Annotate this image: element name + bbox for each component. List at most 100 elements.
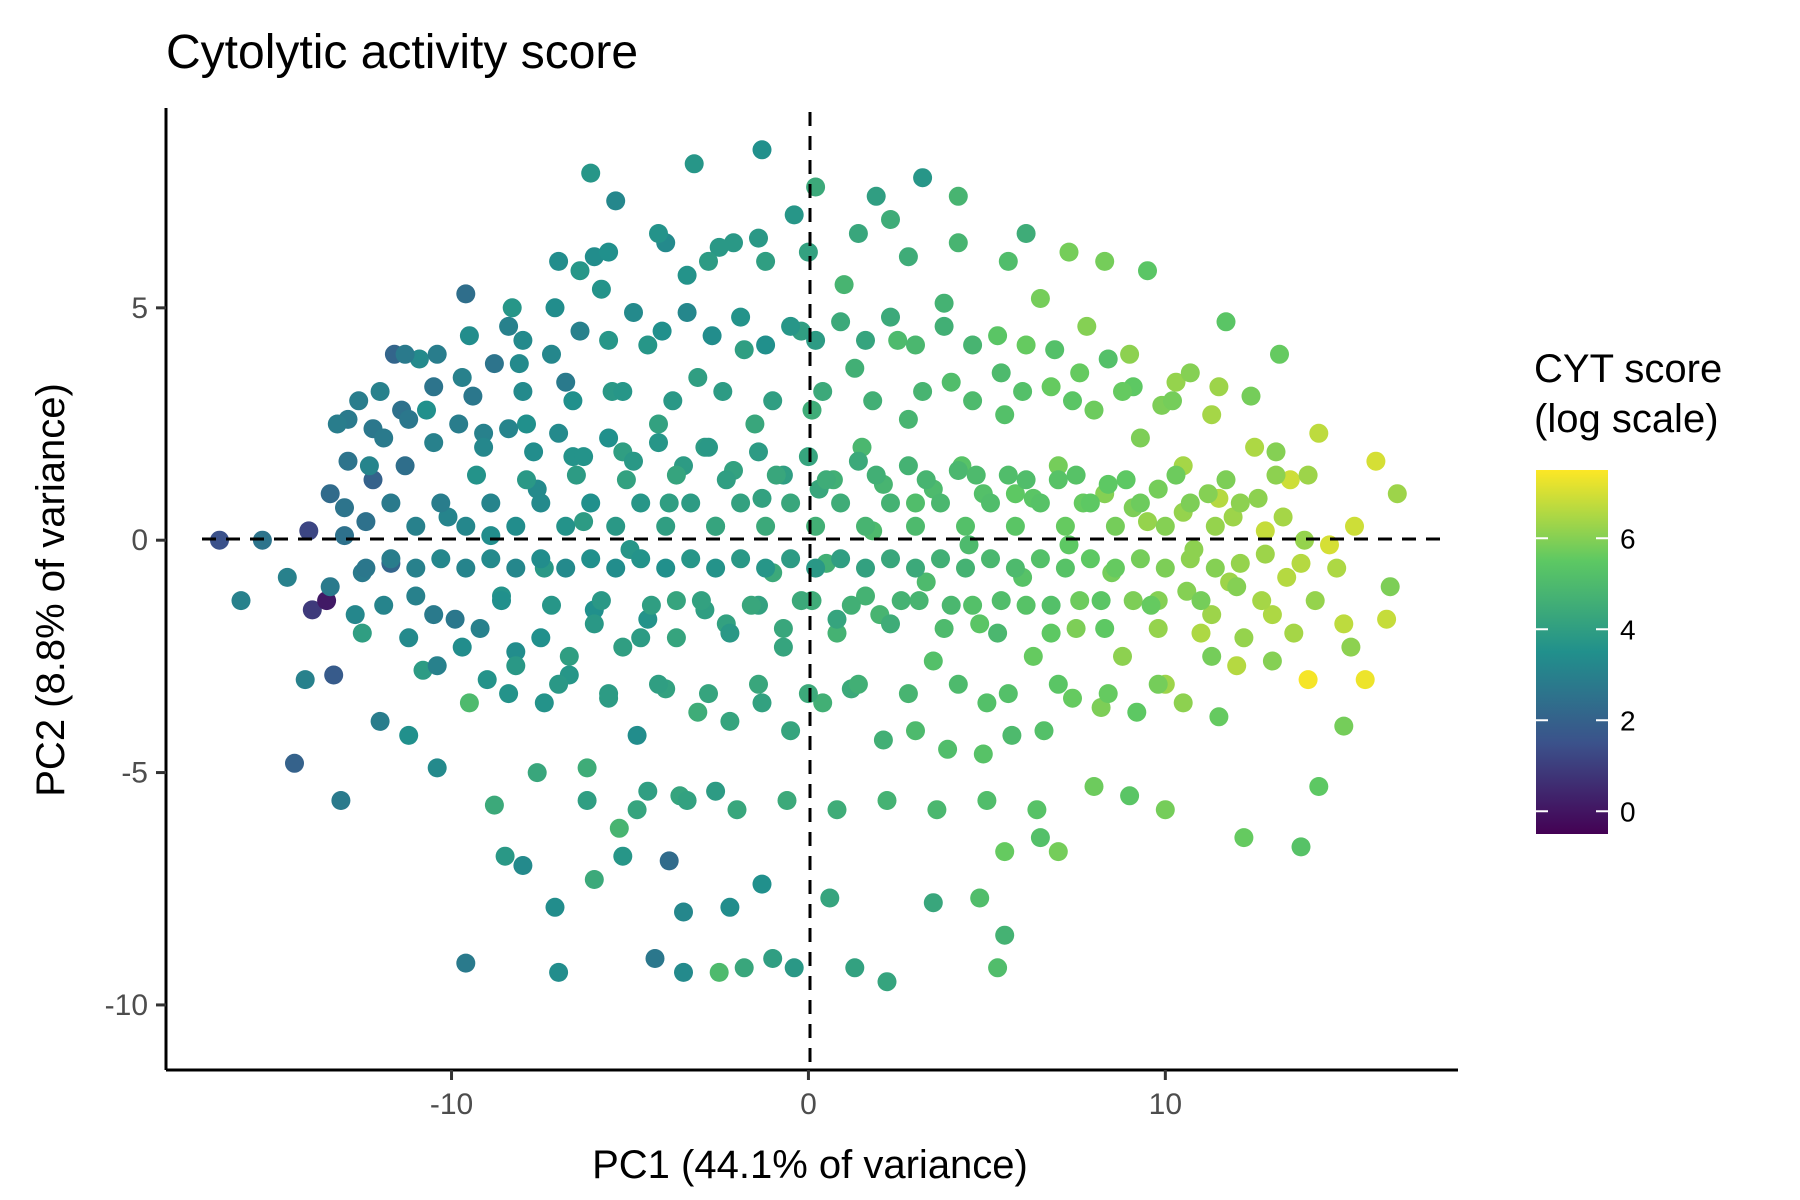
data-point: [652, 321, 672, 341]
y-tick-label: 0: [131, 524, 148, 557]
data-point: [659, 493, 679, 513]
data-point: [1166, 465, 1186, 485]
data-point: [1166, 372, 1186, 392]
data-point: [1138, 512, 1157, 532]
data-point: [549, 674, 569, 694]
y-tick-label: -10: [105, 989, 148, 1022]
data-point: [1234, 828, 1254, 848]
data-point: [1127, 702, 1147, 722]
data-point: [1334, 614, 1354, 634]
data-point: [1255, 544, 1275, 564]
data-point: [1334, 716, 1354, 736]
data-point: [509, 354, 529, 374]
data-point: [749, 674, 768, 694]
data-point: [745, 414, 765, 434]
data-point: [545, 298, 565, 318]
data-point: [359, 456, 379, 476]
data-point: [559, 646, 579, 666]
data-point: [773, 619, 793, 638]
data-point: [802, 400, 822, 420]
data-point: [459, 326, 479, 346]
data-point: [542, 595, 561, 615]
data-point: [677, 303, 697, 322]
data-point: [1066, 619, 1086, 638]
data-point: [463, 386, 483, 406]
data-point: [649, 224, 668, 243]
data-point: [988, 623, 1008, 643]
data-point: [1163, 391, 1182, 411]
data-point: [677, 791, 697, 810]
data-point: [1077, 316, 1097, 336]
data-point: [756, 251, 776, 271]
data-point: [1105, 558, 1125, 578]
data-point: [991, 363, 1011, 383]
data-point: [784, 958, 804, 978]
data-point: [327, 414, 347, 434]
data-point: [1030, 493, 1050, 513]
data-point: [1027, 800, 1047, 820]
data-point: [1063, 688, 1082, 708]
data-point: [1202, 605, 1222, 625]
data-point: [431, 549, 451, 569]
data-point: [1130, 549, 1150, 569]
data-point: [1048, 842, 1068, 862]
data-point: [741, 595, 761, 615]
data-point: [856, 330, 875, 350]
data-point: [513, 382, 533, 401]
data-point: [1380, 577, 1400, 597]
data-point: [1273, 507, 1293, 527]
data-point: [1098, 349, 1118, 369]
data-point: [909, 591, 929, 611]
data-point: [1030, 549, 1050, 569]
data-point: [931, 493, 950, 513]
data-point: [1016, 335, 1036, 355]
data-point: [606, 191, 626, 211]
data-point: [1070, 591, 1090, 611]
data-point: [1034, 721, 1054, 741]
data-point: [1155, 800, 1175, 820]
data-point: [517, 414, 536, 434]
data-point: [756, 558, 776, 578]
data-point: [1048, 456, 1068, 476]
data-point: [906, 721, 925, 741]
data-point: [570, 261, 590, 281]
data-point: [834, 275, 854, 295]
data-point: [749, 442, 768, 462]
data-point: [1295, 530, 1314, 550]
data-point: [1113, 382, 1132, 401]
data-point: [613, 846, 633, 866]
data-point: [1055, 516, 1075, 536]
data-point: [331, 791, 351, 810]
data-point: [1245, 437, 1265, 457]
data-point: [1387, 484, 1407, 504]
data-point: [699, 437, 718, 457]
data-point: [1202, 646, 1222, 666]
data-point: [863, 391, 883, 411]
data-point: [345, 605, 365, 625]
data-point: [791, 591, 811, 611]
data-point: [1095, 619, 1115, 638]
data-point: [734, 958, 754, 978]
data-point: [399, 628, 419, 648]
data-point: [1355, 670, 1375, 690]
data-point: [784, 205, 804, 225]
data-point: [709, 237, 729, 257]
data-point: [720, 711, 740, 731]
data-point: [1180, 363, 1200, 383]
data-point: [616, 470, 636, 490]
data-point: [231, 591, 251, 611]
data-point: [424, 605, 444, 625]
data-point: [299, 521, 319, 541]
data-point: [395, 344, 415, 364]
legend-tick-label: 2: [1620, 705, 1636, 736]
data-point: [781, 316, 801, 336]
data-point: [995, 405, 1015, 425]
data-point: [459, 693, 479, 713]
data-point: [374, 428, 394, 448]
data-point: [517, 470, 536, 490]
data-point: [1030, 828, 1050, 848]
data-point: [527, 763, 547, 783]
data-point: [706, 781, 726, 801]
x-axis-label: PC1 (44.1% of variance): [592, 1143, 1028, 1187]
